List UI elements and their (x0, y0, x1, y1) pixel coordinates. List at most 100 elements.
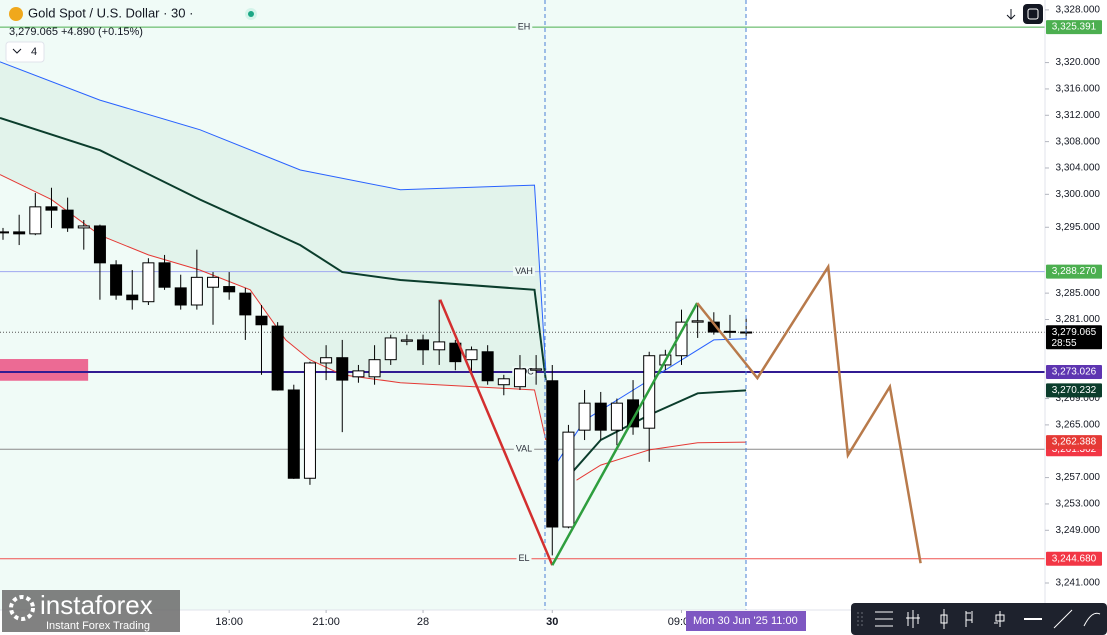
candle-body (239, 292, 252, 316)
candle-body (255, 315, 268, 326)
y-tick-label: 3,300.000 (1056, 189, 1101, 200)
status-dot (248, 11, 254, 17)
y-tick-label: 3,308.000 (1056, 136, 1101, 147)
y-tick-label: 3,285.000 (1056, 288, 1101, 299)
level-name-bg (515, 21, 533, 32)
watermark-logo (9, 595, 35, 621)
y-tick-label: 3,295.000 (1056, 222, 1101, 233)
candle-body (352, 370, 365, 378)
candle-body (336, 357, 349, 381)
candle-body (723, 330, 736, 333)
chevron (12, 48, 22, 54)
level-name: EL (518, 553, 529, 563)
tool-curve[interactable] (1083, 612, 1101, 627)
series-end-label: 3,270.232 (1052, 385, 1097, 396)
watermark-brand: instaforex (40, 590, 153, 620)
crosshair-label-bg (686, 611, 806, 631)
candle-body (223, 286, 236, 293)
settings-button[interactable] (1023, 4, 1043, 24)
tool-hilo[interactable] (994, 611, 1005, 627)
tool-bar[interactable] (940, 609, 948, 629)
y-tick-label: 3,257.000 (1056, 472, 1101, 483)
watermark: instaforex Instant Forex Trading (2, 590, 180, 632)
drawing-toolbar (851, 603, 1107, 635)
quote: 3,279.065 +4.890 (+0.15%) (9, 26, 143, 38)
tool-lines[interactable] (875, 611, 893, 627)
last-price-label: 3,279.065 (1052, 327, 1097, 338)
candle-body (449, 342, 462, 363)
level-price-label-bg (1046, 551, 1102, 566)
candle-body (513, 368, 526, 388)
crosshair-time: 11:00 (771, 615, 798, 627)
candle-body (481, 351, 494, 382)
indicator-count: 4 (31, 46, 37, 58)
candle-body (13, 231, 26, 235)
series-end-label-bg (1046, 435, 1102, 450)
crosshair-date: Mon 30 Jun '25 (693, 615, 768, 627)
x-tick-label: 21:00 (312, 616, 340, 628)
drawing-line (551, 302, 699, 566)
level-name: EH (518, 21, 531, 31)
candle-body (691, 320, 704, 323)
y-tick-label: 3,328.000 (1056, 5, 1101, 16)
settings-icon (1027, 8, 1039, 20)
y-tick-label: 3,320.000 (1056, 57, 1101, 68)
candle-body (562, 431, 575, 528)
x-tick-label: 28 (417, 616, 429, 628)
y-tick-label: 3,281.000 (1056, 314, 1101, 325)
candle-body (45, 206, 58, 211)
candle-body (497, 378, 510, 386)
candle-body (0, 231, 10, 234)
candle-body (207, 276, 220, 288)
candle-body (368, 359, 381, 378)
arrow-icon (1006, 9, 1016, 20)
band-fill (0, 61, 546, 441)
level-name: VAH (515, 266, 533, 276)
level-name-bg (513, 265, 535, 276)
candle-body (110, 264, 123, 296)
toolbar-bg (851, 603, 1107, 635)
y-tick-label: 3,316.000 (1056, 84, 1101, 95)
candle-body (546, 380, 559, 528)
candle-body (465, 349, 478, 361)
tool-trend[interactable] (1053, 609, 1073, 629)
level-name-bg (513, 443, 535, 454)
level-price-label: 3,261.302 (1052, 444, 1097, 455)
candle-body (61, 209, 74, 229)
level-price-label: 3,325.391 (1052, 22, 1097, 33)
level-price-label-bg (1046, 20, 1102, 35)
candle-body (417, 339, 430, 351)
y-tick-label: 3,269.000 (1056, 393, 1101, 404)
symbol-icon (9, 7, 23, 21)
y-tick-label: 3,241.000 (1056, 578, 1101, 589)
level-name: VAL (516, 444, 532, 454)
candle-body (190, 276, 203, 306)
candle-body (610, 402, 623, 431)
level-price-label-bg (1046, 365, 1102, 380)
candle-body (578, 402, 591, 431)
symbol-title[interactable]: Gold Spot / U.S. Dollar · 30 · (28, 5, 193, 20)
y-tick-label: 3,304.000 (1056, 163, 1101, 174)
candle-body (29, 206, 42, 235)
candle-body (400, 339, 413, 342)
series-end-label: 3,262.388 (1052, 437, 1097, 448)
candle-body (174, 287, 187, 306)
candle-body (77, 225, 90, 229)
level-price-label: 3,288.270 (1052, 266, 1097, 277)
tool-ohlc[interactable] (965, 611, 973, 627)
candle-body (93, 225, 106, 264)
last-price-bg (1046, 325, 1102, 350)
candle-body (384, 337, 397, 361)
x-tick-label: 18:00 (215, 616, 243, 628)
indicator-toggle[interactable] (5, 41, 45, 63)
level-price-label: 3,273.026 (1052, 367, 1097, 378)
x-tick-label: 30 (546, 616, 558, 628)
watermark-tagline: Instant Forex Trading (46, 620, 150, 632)
y-tick-label: 3,265.000 (1056, 420, 1101, 431)
y-tick-label: 3,249.000 (1056, 525, 1101, 536)
candle-body (287, 389, 300, 479)
series-end-label-bg (1046, 383, 1102, 398)
candle-body (433, 341, 446, 351)
tool-candles[interactable] (906, 610, 920, 628)
